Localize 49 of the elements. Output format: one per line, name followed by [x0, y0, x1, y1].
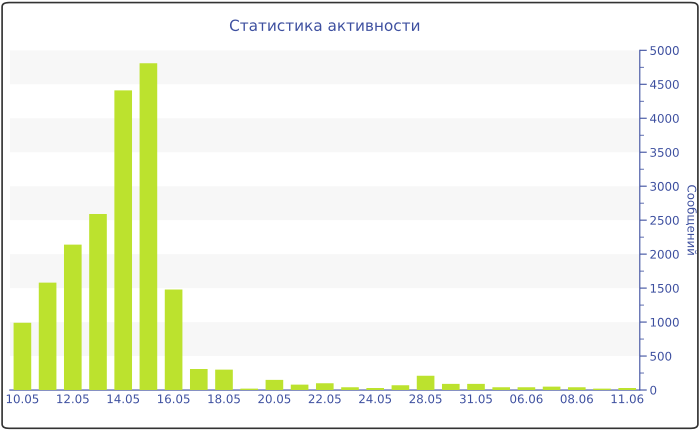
bar — [467, 384, 485, 390]
bar — [518, 387, 536, 390]
y-tick-label: 2000 — [650, 250, 679, 259]
x-tick-label: 06.06 — [510, 394, 543, 404]
bar — [316, 383, 334, 390]
bar — [266, 380, 284, 390]
y-tick-label: 3000 — [650, 182, 679, 191]
y-axis-title: Сообщений — [686, 185, 697, 255]
y-tick-label: 4000 — [650, 114, 679, 123]
bar — [215, 370, 233, 390]
bar — [542, 386, 560, 390]
bar — [164, 289, 182, 390]
x-tick-label: 18.05 — [208, 394, 240, 404]
x-tick-label: 12.05 — [57, 394, 89, 404]
x-tick-label: 14.05 — [108, 394, 140, 404]
x-tick-label: 11.06 — [612, 394, 644, 404]
bar — [618, 388, 636, 390]
x-tick-label: 31.05 — [460, 394, 492, 404]
bar — [190, 368, 208, 390]
y-tick-label: 2500 — [650, 216, 679, 225]
bar — [392, 385, 410, 390]
bar — [366, 388, 384, 390]
bar — [64, 244, 82, 390]
bar — [416, 376, 434, 390]
x-tick-label: 10.05 — [6, 394, 38, 404]
bar — [114, 90, 132, 390]
bar — [140, 63, 158, 390]
bar — [568, 387, 586, 390]
bar — [290, 384, 308, 390]
bar — [89, 214, 107, 390]
bar — [14, 322, 32, 390]
x-tick-label: 28.05 — [410, 394, 442, 404]
bar — [492, 387, 510, 390]
bar — [442, 384, 460, 390]
y-tick-label: 500 — [650, 352, 672, 361]
y-tick-label: 3500 — [650, 148, 679, 157]
y-tick-label: 1000 — [650, 318, 679, 327]
y-tick-label: 1500 — [650, 284, 679, 293]
x-tick-label: 16.05 — [158, 394, 190, 404]
y-tick-label: 5000 — [650, 46, 679, 55]
bar — [341, 387, 359, 390]
x-tick-label: 22.05 — [308, 394, 341, 404]
bar — [38, 282, 56, 390]
x-tick-label: 08.06 — [560, 394, 593, 404]
x-tick-label: 20.05 — [258, 394, 290, 404]
y-tick-label: 0 — [650, 386, 656, 395]
x-tick-label: 24.05 — [359, 394, 392, 404]
chart-title: Статистика активности — [230, 20, 420, 32]
y-tick-label: 4500 — [650, 80, 679, 89]
